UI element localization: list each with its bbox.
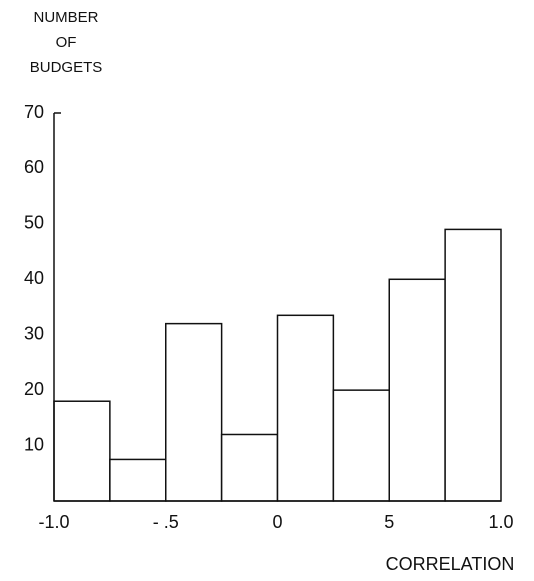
y-tick-label: 20 xyxy=(24,379,44,399)
bar xyxy=(332,389,390,502)
x-tick-label: -1.0 xyxy=(38,512,69,532)
y-tick-label: 10 xyxy=(24,434,44,454)
y-axis-title: NUMBER xyxy=(33,9,98,26)
y-axis-title: BUDGETS xyxy=(30,59,103,76)
y-tick-label: 40 xyxy=(24,268,44,288)
y-tick-label: 70 xyxy=(24,102,44,122)
bar xyxy=(165,322,223,502)
x-tick-label: 5 xyxy=(384,512,394,532)
bar xyxy=(109,458,167,502)
x-axis-title: CORRELATION xyxy=(386,554,515,574)
y-tick-label: 60 xyxy=(24,157,44,177)
y-tick-label: 50 xyxy=(24,213,44,233)
bar xyxy=(53,400,111,502)
y-tick-label: 30 xyxy=(24,323,44,343)
bar xyxy=(388,278,446,502)
x-tick-label: 1.0 xyxy=(488,512,513,532)
bar xyxy=(444,228,502,502)
y-axis-title: OF xyxy=(56,34,77,51)
x-tick-label: - .5 xyxy=(153,512,179,532)
bar xyxy=(220,433,279,502)
bar xyxy=(276,314,335,502)
x-tick-label: 0 xyxy=(272,512,282,532)
